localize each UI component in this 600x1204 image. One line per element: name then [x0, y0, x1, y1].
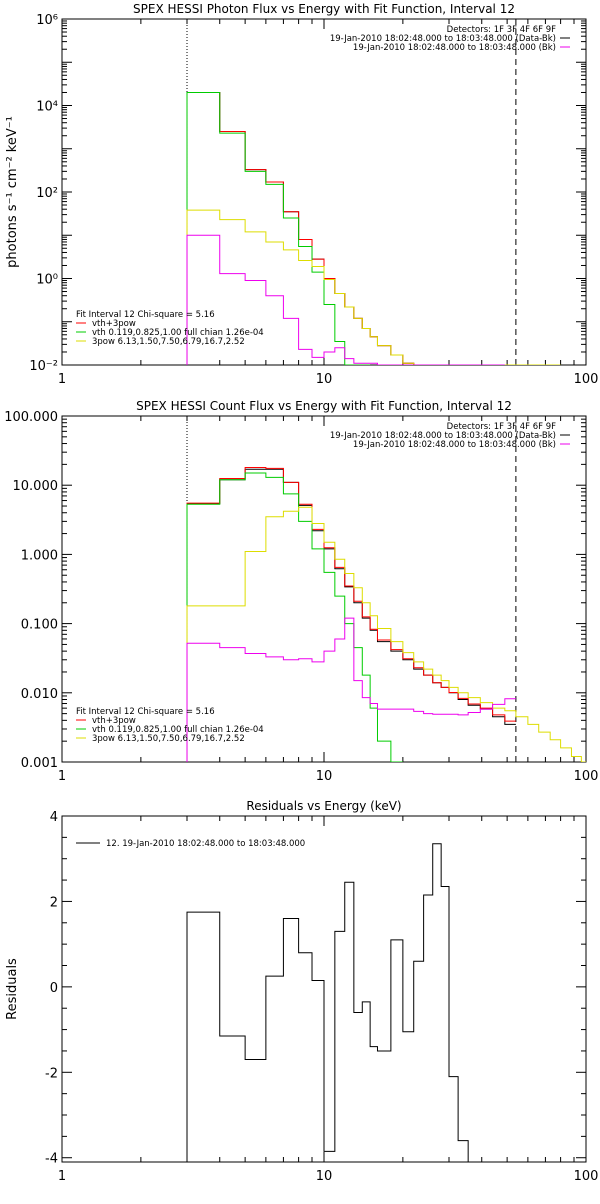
series-3-histogram: [186, 91, 371, 365]
x-tick-label: 10: [316, 372, 333, 387]
y-tick-label: 10⁶: [36, 13, 58, 28]
series-2-histogram: [186, 467, 516, 762]
legend-bottom-entry: vth+3pow: [92, 319, 136, 329]
y-tick-label: 0: [50, 981, 58, 996]
x-tick-label: 10: [316, 769, 333, 784]
y-tick-label: 2: [50, 895, 58, 910]
legend-bottom-entry: vth 0.119,0.825,1.00 full chian 1.26e-04: [92, 725, 264, 735]
legend-top-entry: 19-Jan-2010 18:02:48.000 to 18:03:48.000…: [353, 440, 556, 450]
legend-bottom-entry: vth 0.119,0.825,1.00 full chian 1.26e-04: [92, 328, 264, 338]
y-tick-label: 0.010: [21, 687, 58, 702]
x-tick-label: 100: [574, 769, 599, 784]
legend-bottom-entry: 3pow 6.13,1.50,7.50,6.79,16.7,2.52: [92, 337, 245, 347]
y-tick-label: 10⁰: [36, 273, 58, 288]
y-tick-label: 10.000: [13, 479, 59, 494]
legend-top-entry: 19-Jan-2010 18:02:48.000 to 18:03:48.000…: [330, 34, 556, 44]
panel-3: Residuals vs Energy (keV) 1 10 100 -4 -2 0 2 4 Re…: [5, 799, 598, 1184]
y-axis-label: Residuals: [5, 958, 20, 1020]
legend-bottom-entry: Fit Interval 12 Chi-square = 5.16: [76, 310, 215, 320]
x-tick-label: 1: [58, 372, 66, 387]
legend-bottom-entry: vth+3pow: [92, 716, 136, 726]
series-group: [186, 91, 561, 365]
x-tick-label: 10: [316, 1169, 333, 1184]
legend-bottom-entry: 3pow 6.13,1.50,7.50,6.79,16.7,2.52: [92, 734, 245, 744]
y-tick-label: -4: [45, 1152, 58, 1167]
series-group: [186, 843, 469, 1162]
legend-top-entry: 19-Jan-2010 18:02:48.000 to 18:03:48.000…: [330, 431, 556, 441]
legend-top-entry: Detectors: 1F 3F 4F 6F 9F: [447, 422, 556, 432]
panel-2: SPEX HESSI Count Flux vs Energy with Fit…: [4, 399, 598, 784]
chart-title: Residuals vs Energy (keV): [246, 799, 401, 813]
chart-title: SPEX HESSI Photon Flux vs Energy with Fi…: [133, 2, 515, 16]
y-tick-label: 10⁴: [36, 100, 58, 115]
series-4-histogram: [186, 209, 561, 365]
series-group: [186, 467, 586, 762]
series-1-histogram: [186, 843, 469, 1162]
chart-title: SPEX HESSI Count Flux vs Energy with Fit…: [136, 399, 512, 413]
y-axis-label: photons s⁻¹ cm⁻² keV⁻¹: [5, 116, 20, 268]
y-tick-label: 1.000: [21, 548, 58, 563]
x-tick-label: 100: [574, 372, 599, 387]
legend-top-entry: 19-Jan-2010 18:02:48.000 to 18:03:48.000…: [353, 43, 556, 53]
series-3-histogram: [186, 472, 403, 762]
x-tick-label: 1: [58, 769, 66, 784]
x-tick-label: 100: [574, 1169, 599, 1184]
series-1-histogram: [186, 468, 516, 762]
legend-top-entry: Detectors: 1F 3F 4F 6F 9F: [447, 25, 556, 35]
y-tick-label: 0.001: [21, 756, 58, 771]
y-tick-label: 0.100: [21, 618, 58, 633]
series-5-histogram: [186, 617, 516, 762]
series-5-histogram: [186, 234, 505, 365]
y-tick-label: 10²: [36, 186, 58, 201]
x-tick-label: 1: [58, 1169, 66, 1184]
panel-1: SPEX HESSI Photon Flux vs Energy with Fi…: [5, 2, 598, 387]
y-tick-label: 100.000: [4, 410, 58, 425]
legend-entry: 12. 19-Jan-2010 18:02:48.000 to 18:03:48…: [106, 839, 305, 849]
y-tick-label: -2: [45, 1066, 58, 1081]
y-tick-label: 4: [50, 810, 58, 825]
y-tick-label: 10⁻²: [29, 359, 58, 374]
series-4-histogram: [186, 506, 586, 762]
legend-bottom-entry: Fit Interval 12 Chi-square = 5.16: [76, 707, 215, 717]
